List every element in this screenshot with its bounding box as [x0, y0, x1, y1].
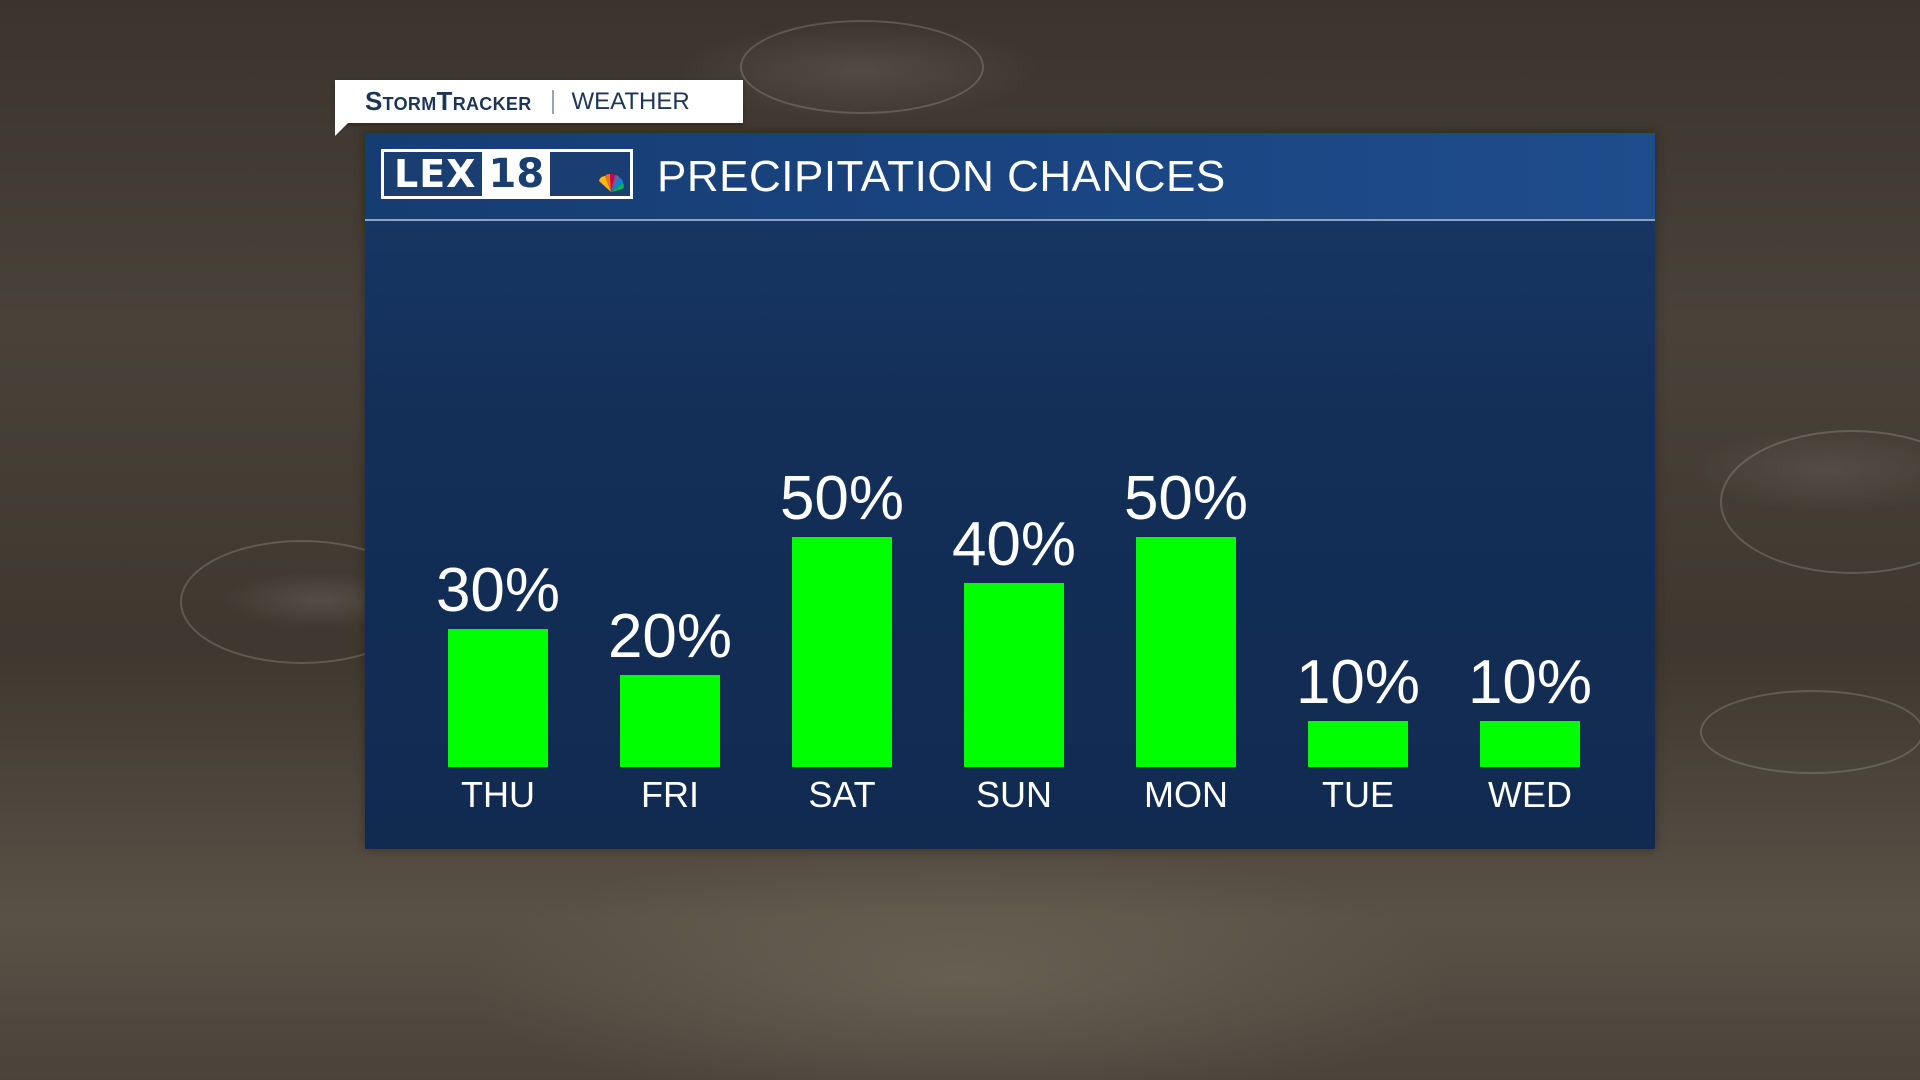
tag-tail: [335, 122, 349, 136]
ripple-decoration: [1720, 430, 1920, 574]
value-label-mon: 50%: [1124, 464, 1248, 533]
precipitation-panel: LEX 18 PRECIPITATION CHANCES 30% THU 20% FR…: [365, 133, 1655, 849]
bar-sun: [964, 583, 1064, 767]
weather-label: WEATHER: [571, 87, 690, 115]
day-label-thu: THU: [461, 774, 535, 815]
bar-wed: [1480, 721, 1580, 767]
ripple-decoration: [1700, 690, 1920, 774]
value-label-wed: 10%: [1468, 648, 1592, 717]
value-label-fri: 20%: [608, 602, 732, 671]
bar-mon: [1136, 537, 1236, 767]
logo-letters: LEX: [394, 152, 477, 196]
day-label-fri: FRI: [641, 774, 699, 815]
bar-tue: [1308, 721, 1408, 767]
day-label-sun: SUN: [976, 774, 1052, 815]
precipitation-bar-chart: 30% THU 20% FRI 50% SAT 40% SUN 50% MON 10% TUE 10% W…: [436, 464, 1592, 815]
day-label-sat: SAT: [808, 774, 875, 815]
value-label-sat: 50%: [780, 464, 904, 533]
panel-header: LEX 18 PRECIPITATION CHANCES: [365, 133, 1655, 221]
peacock-icon: [599, 173, 624, 192]
bar-thu: [448, 629, 548, 767]
tag-divider: [551, 89, 554, 114]
day-label-mon: MON: [1144, 774, 1228, 815]
value-label-tue: 10%: [1296, 648, 1420, 717]
stormtracker-brand: StormTracker: [365, 86, 532, 116]
value-label-sun: 40%: [952, 510, 1076, 579]
stormtracker-weather-tag: StormTracker WEATHER: [335, 80, 743, 123]
panel-title: PRECIPITATION CHANCES: [657, 152, 1226, 201]
value-label-thu: 30%: [436, 556, 560, 625]
bar-fri: [620, 675, 720, 767]
ripple-decoration: [740, 20, 984, 114]
bar-sat: [792, 537, 892, 767]
logo-number: 18: [482, 152, 551, 196]
day-label-tue: TUE: [1322, 774, 1394, 815]
lex18-logo: LEX 18: [381, 149, 633, 199]
day-label-wed: WED: [1488, 774, 1572, 815]
